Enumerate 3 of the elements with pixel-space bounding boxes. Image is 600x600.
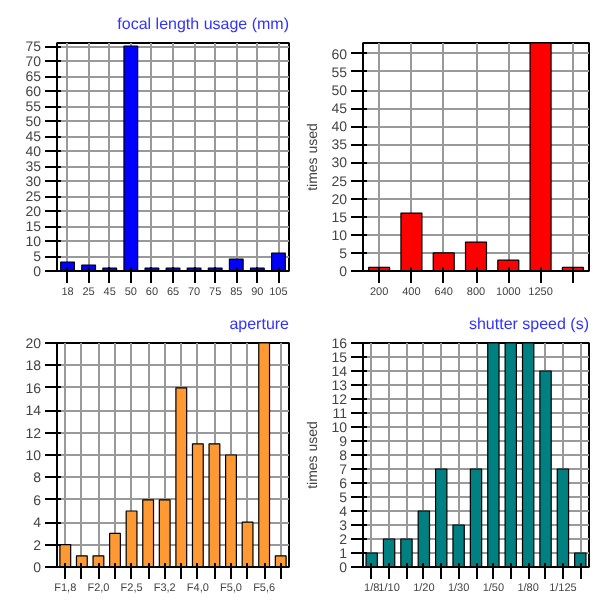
chart-title: aperture [229, 315, 291, 333]
chart-title: shutter speed (s) [468, 315, 590, 333]
chart-title: focal length usage (mm) [117, 15, 290, 33]
